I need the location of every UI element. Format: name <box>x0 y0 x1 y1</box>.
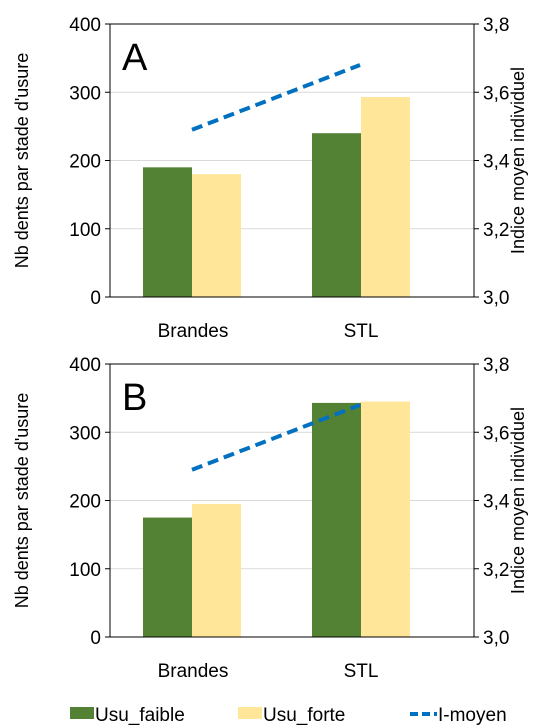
line-i-moyen <box>191 63 361 132</box>
x-tick-label: Brandes <box>158 661 229 682</box>
line-i-moyen <box>191 403 361 472</box>
x-tick-label: STL <box>344 661 379 682</box>
legend-swatch-ext <box>82 707 94 719</box>
bar-usu-faible <box>312 133 361 297</box>
bar-usu-faible <box>143 167 192 297</box>
y2-tick-label: 3,0 <box>483 628 509 649</box>
y2-tick-label: 3,4 <box>483 152 510 173</box>
y-axis-title: Nb dents par stade d'usure <box>12 53 32 269</box>
y-tick-label: 200 <box>69 492 101 513</box>
legend-swatch <box>238 707 250 719</box>
y2-tick-label: 3,2 <box>483 220 509 241</box>
y2-axis-title: Indice moyen individuel <box>508 407 528 594</box>
bar-usu-forte <box>361 97 410 297</box>
y2-axis-title: Indice moyen individuel <box>508 67 528 254</box>
y2-tick-label: 3,8 <box>483 15 509 36</box>
x-tick-label: STL <box>344 321 379 342</box>
y2-tick-label: 3,2 <box>483 560 509 581</box>
chart-panel-a: 0 100 200 300 400 3,0 3,2 3,4 3,6 3,8 Brandes STL A N… <box>12 15 528 342</box>
bar-usu-forte <box>361 401 410 637</box>
legend-label: I-moyen <box>438 705 507 726</box>
bar-usu-faible <box>143 517 192 637</box>
y2-tick-label: 3,8 <box>483 355 509 376</box>
legend-label: Usu_forte <box>263 705 345 726</box>
panel-label: B <box>122 377 147 419</box>
bar-usu-forte <box>192 174 241 297</box>
y2-tick-label: 3,4 <box>483 492 510 513</box>
legend-label: Usu_faible <box>95 705 185 726</box>
legend-swatch <box>70 707 82 719</box>
y2-tick-label: 3,6 <box>483 423 509 444</box>
y-tick-label: 400 <box>69 15 101 36</box>
legend: Usu_faible Usu_forte I-moyen <box>70 705 507 726</box>
y2-tick-label: 3,0 <box>483 288 509 309</box>
y-tick-label: 100 <box>69 220 101 241</box>
bar-usu-forte <box>192 503 241 637</box>
y-tick-label: 100 <box>69 560 101 581</box>
y-axis-title: Nb dents par stade d'usure <box>12 393 32 609</box>
x-tick-label: Brandes <box>158 321 229 342</box>
chart-panel-b: 0 100 200 300 400 3,0 3,2 3,4 3,6 3,8 Brandes STL B N… <box>12 355 528 682</box>
y-tick-label: 300 <box>69 423 101 444</box>
y-tick-label: 0 <box>90 628 101 649</box>
legend-swatch-ext <box>250 707 262 719</box>
y-tick-label: 300 <box>69 83 101 104</box>
bar-usu-faible <box>312 402 361 637</box>
panel-label: A <box>122 37 148 79</box>
y2-tick-label: 3,6 <box>483 83 509 104</box>
y-tick-label: 200 <box>69 152 101 173</box>
y-tick-label: 400 <box>69 355 101 376</box>
y-tick-label: 0 <box>90 288 101 309</box>
